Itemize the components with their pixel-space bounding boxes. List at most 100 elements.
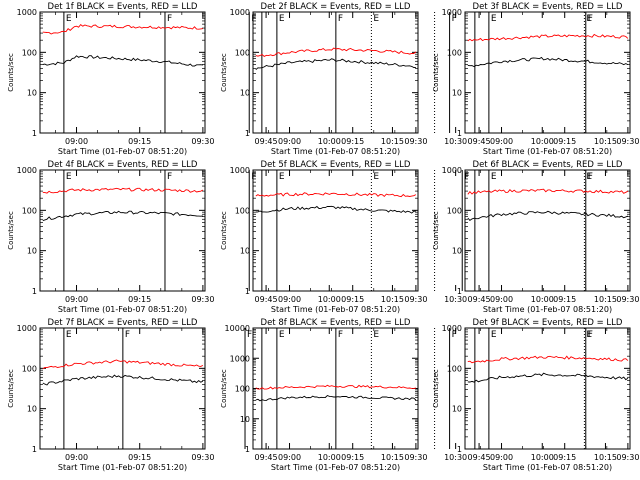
x-axis-label: Start Time (01-Feb-07 08:51:20) xyxy=(271,305,400,314)
panel-title: Det 7f BLACK = Events, RED = LLD xyxy=(48,318,198,328)
panel-title: Det 2f BLACK = Events, RED = LLD xyxy=(261,2,411,12)
panel-title: Det 5f BLACK = Events, RED = LLD xyxy=(261,160,411,170)
y-tick-label: 100 xyxy=(22,364,37,373)
marker-letter: E xyxy=(66,330,72,340)
marker-letter: E xyxy=(491,14,497,24)
y-tick-label: 100 xyxy=(447,48,462,57)
panel-det-5: Det 5f BLACK = Events, RED = LLD11010010… xyxy=(220,160,617,314)
x-tick-label: 09:45 xyxy=(255,137,278,146)
x-tick-label: 10:00 xyxy=(531,137,554,146)
x-tick-label: 09:45 xyxy=(255,453,278,462)
x-tick-label: 09:30 xyxy=(191,137,214,146)
events-series-line xyxy=(467,372,629,383)
x-tick-label: 10:30 xyxy=(444,453,467,462)
x-tick-label: 09:45 xyxy=(255,295,278,304)
y-tick-label: 100 xyxy=(447,206,462,215)
marker-letter: E xyxy=(373,14,379,24)
x-tick-label: 09:00 xyxy=(65,295,88,304)
marker-letter: F xyxy=(588,172,593,182)
x-tick-label: 10:15 xyxy=(381,137,404,146)
y-tick-label: 1 xyxy=(457,287,462,296)
x-tick-label: 09:15 xyxy=(128,137,151,146)
marker-letter: F xyxy=(452,14,457,24)
marker-letter: F xyxy=(588,330,593,340)
y-tick-label: 1000 xyxy=(442,8,462,17)
y-tick-label: 1000 xyxy=(230,8,250,17)
x-axis-label: Start Time (01-Feb-07 08:51:20) xyxy=(58,305,187,314)
marker-letter: E xyxy=(491,172,497,182)
panel-det-6: Det 6f BLACK = Events, RED = LLD 1 10 100 10… xyxy=(432,160,639,314)
x-tick-label: 09:30 xyxy=(616,295,639,304)
y-tick-label: 1000 xyxy=(17,166,37,175)
y-axis-label: Counts/sec xyxy=(432,211,440,250)
panel-title: Det 3f BLACK = Events, RED = LLD xyxy=(473,2,623,12)
x-axis-label: Start Time (01-Feb-07 08:51:20) xyxy=(271,147,400,156)
x-tick-label: 09:45 xyxy=(468,295,491,304)
events-series-line xyxy=(42,210,203,222)
y-tick-label: 100 xyxy=(235,206,250,215)
x-tick-label: 09:15 xyxy=(128,295,151,304)
marker-letter: E xyxy=(373,330,379,340)
y-axis-label: Counts/sec xyxy=(220,369,228,408)
y-tick-label: 1 xyxy=(457,129,462,138)
y-axis-label: Counts/sec xyxy=(432,53,440,92)
y-axis-label: Counts/sec xyxy=(220,53,228,92)
x-tick-label: 09:00 xyxy=(490,137,513,146)
y-tick-label: 10 xyxy=(240,89,250,98)
plot-frame xyxy=(39,169,206,292)
x-tick-label: 09:00 xyxy=(65,137,88,146)
plot-frame xyxy=(39,11,206,134)
y-tick-label: 10 xyxy=(27,89,37,98)
marker-letter: F xyxy=(338,14,343,24)
y-axis-label: Counts/sec xyxy=(7,369,15,408)
y-tick-label: 1 xyxy=(32,287,37,296)
lld-series-line xyxy=(467,33,629,42)
x-axis-label: Start Time (01-Feb-07 08:51:20) xyxy=(58,147,187,156)
marker-letter: F xyxy=(247,330,252,340)
events-series-line xyxy=(255,205,416,214)
marker-letter: F xyxy=(251,14,256,24)
y-tick-label: 1000 xyxy=(230,354,250,363)
panel-title: Det 9f BLACK = Events, RED = LLD xyxy=(473,318,623,328)
x-tick-label: 10:30 xyxy=(444,137,467,146)
y-tick-label: 1 xyxy=(245,129,250,138)
x-tick-label: 10:30 xyxy=(444,295,467,304)
y-tick-label: 100 xyxy=(22,48,37,57)
marker-letter: F xyxy=(167,14,172,24)
y-tick-label: 100 xyxy=(447,364,462,373)
y-tick-label: 1 xyxy=(245,287,250,296)
lld-series-line xyxy=(255,384,417,390)
y-tick-label: 1 xyxy=(457,445,462,454)
x-tick-label: 10:00 xyxy=(531,295,554,304)
x-tick-label: 09:45 xyxy=(468,137,491,146)
plot-frame xyxy=(464,11,631,134)
lld-series-line xyxy=(255,47,417,57)
y-tick-label: 1000 xyxy=(442,324,462,333)
y-tick-label: 10 xyxy=(240,247,250,256)
y-tick-label: 10 xyxy=(452,247,462,256)
marker-letter: E xyxy=(66,172,72,182)
marker-letter: F xyxy=(588,14,593,24)
x-tick-label: 09:15 xyxy=(341,453,364,462)
x-axis-label: Start Time (01-Feb-07 08:51:20) xyxy=(271,463,400,472)
panel-det-1: Det 1f BLACK = Events, RED = LLD11010010… xyxy=(7,2,467,156)
x-tick-label: 09:15 xyxy=(553,137,576,146)
x-tick-label: 09:00 xyxy=(490,295,513,304)
marker-letter: E xyxy=(586,330,592,340)
x-tick-label: 10:00 xyxy=(531,453,554,462)
x-tick-label: 09:15 xyxy=(341,295,364,304)
x-tick-label: 09:15 xyxy=(341,137,364,146)
marker-letter: F xyxy=(125,330,130,340)
x-tick-label: 09:00 xyxy=(490,453,513,462)
x-tick-label: 10:15 xyxy=(594,295,617,304)
events-series-line xyxy=(42,55,203,67)
panel-title: Det 8f BLACK = Events, RED = LLD xyxy=(261,318,411,328)
lld-series-line xyxy=(467,188,629,195)
x-tick-label: 09:15 xyxy=(553,295,576,304)
y-tick-label: 1000 xyxy=(17,324,37,333)
x-axis-label: Start Time (01-Feb-07 08:51:20) xyxy=(483,305,612,314)
plot-frame xyxy=(464,169,631,292)
x-tick-label: 09:00 xyxy=(278,453,301,462)
x-tick-label: 10:15 xyxy=(594,137,617,146)
